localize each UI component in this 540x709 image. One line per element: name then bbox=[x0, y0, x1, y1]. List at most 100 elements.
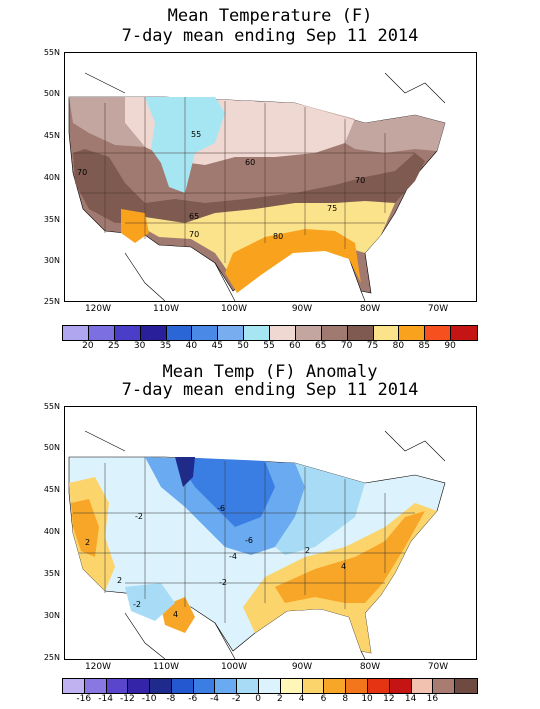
colorbar-tick-label: -4 bbox=[210, 694, 219, 704]
top-title-line1: Mean Temperature (F) bbox=[167, 6, 373, 26]
bottom-title-line1: Mean Temp (F) Anomaly bbox=[162, 362, 378, 382]
temp-80-85-desert bbox=[121, 209, 149, 243]
contour-label: -2 bbox=[219, 578, 227, 587]
top-lat-label: 50N bbox=[43, 89, 60, 98]
state-boundaries bbox=[73, 457, 415, 623]
coastlines bbox=[84, 72, 446, 301]
colorbar-swatch bbox=[63, 679, 85, 693]
colorbar-swatch bbox=[321, 326, 348, 340]
anomaly-cool-rim bbox=[275, 463, 365, 555]
contour-label: 70 bbox=[189, 230, 199, 239]
colorbar-swatch bbox=[425, 326, 452, 340]
colorbar-tick-label: 75 bbox=[366, 341, 379, 351]
colorbar-swatch bbox=[367, 679, 390, 693]
contour-label: 55 bbox=[191, 130, 201, 139]
contour-label: 60 bbox=[245, 158, 255, 167]
mean-temperature-map: 55 60 65 70 70 75 80 70 bbox=[64, 52, 477, 302]
colorbar-swatch bbox=[433, 679, 456, 693]
colorbar-tick-label: -14 bbox=[98, 694, 113, 704]
bottom-lat-label: 55N bbox=[43, 402, 60, 411]
contour-label: 80 bbox=[273, 232, 283, 241]
colorbar-swatch bbox=[302, 679, 325, 693]
top-title-line2: 7-day mean ending Sep 11 2014 bbox=[121, 26, 419, 46]
mean-temperature-map-svg: 55 60 65 70 70 75 80 70 bbox=[68, 72, 446, 301]
contour-label: 2 bbox=[85, 538, 90, 547]
contour-label: 2 bbox=[305, 546, 310, 555]
colorbar-swatch bbox=[128, 679, 151, 693]
contour-label: 4 bbox=[173, 610, 178, 619]
coastlines bbox=[84, 430, 446, 659]
top-lon-label: 80W bbox=[359, 304, 381, 314]
colorbar-swatch bbox=[270, 326, 296, 340]
colorbar-swatch bbox=[399, 326, 426, 340]
colorbar-tick-label: -6 bbox=[188, 694, 198, 704]
mean-temperature-panel: Mean Temperature (F) 7-day mean ending S… bbox=[43, 6, 478, 351]
colorbar-swatch bbox=[259, 679, 281, 693]
colorbar-tick-label: 20 bbox=[82, 341, 94, 351]
bottom-title-line2: 7-day mean ending Sep 11 2014 bbox=[121, 380, 419, 400]
contour-label: 70 bbox=[77, 168, 87, 177]
colorbar-swatch bbox=[150, 679, 172, 693]
anomaly-cool-southwest bbox=[125, 583, 175, 621]
colorbar-swatch bbox=[411, 679, 434, 693]
colorbar-swatch bbox=[215, 679, 238, 693]
bottom-colorbar-labels: -16 -14 -12 -10 -8 -6 -4 -2 0 2 4 6 8 10 12 14 16 bbox=[62, 694, 478, 706]
top-colorbar bbox=[62, 325, 478, 341]
colorbar-swatch bbox=[346, 679, 368, 693]
bottom-lat-label: 45N bbox=[43, 485, 60, 494]
colorbar-tick-label: 50 bbox=[237, 341, 249, 351]
contour-label: 75 bbox=[327, 204, 337, 213]
contour-label: 70 bbox=[355, 176, 365, 185]
anomaly-warm-west-core bbox=[71, 499, 99, 557]
colorbar-swatch bbox=[237, 679, 260, 693]
top-lon-label: 110W bbox=[152, 304, 180, 314]
colorbar-tick-label: -12 bbox=[120, 694, 135, 704]
colorbar-tick-label: 12 bbox=[383, 694, 395, 704]
colorbar-tick-label: 0 bbox=[255, 694, 261, 704]
contour-label: 2 bbox=[117, 576, 122, 585]
colorbar-swatch bbox=[295, 326, 322, 340]
colorbar-swatch bbox=[193, 679, 216, 693]
contour-label: -6 bbox=[245, 536, 253, 545]
colorbar-swatch bbox=[166, 326, 193, 340]
colorbar-tick-label: 4 bbox=[298, 694, 305, 704]
contour-label: -6 bbox=[217, 504, 225, 513]
contour-label: -2 bbox=[133, 600, 141, 609]
colorbar-tick-label: 2 bbox=[277, 694, 283, 704]
colorbar-tick-label: 45 bbox=[211, 341, 223, 351]
bottom-lat-label: 25N bbox=[43, 653, 60, 662]
colorbar-swatch bbox=[192, 326, 219, 340]
colorbar-tick-label: 8 bbox=[342, 694, 349, 704]
bottom-lat-label: 50N bbox=[43, 443, 60, 452]
colorbar-swatch bbox=[140, 326, 167, 340]
top-lat-label: 35N bbox=[43, 215, 60, 224]
top-lat-label: 55N bbox=[43, 48, 60, 57]
colorbar-tick-label: 85 bbox=[418, 341, 430, 351]
colorbar-tick-label: 14 bbox=[404, 694, 417, 704]
top-lat-label: 25N bbox=[43, 297, 60, 306]
colorbar-tick-label: 70 bbox=[340, 341, 353, 351]
colorbar-tick-label: 35 bbox=[159, 341, 172, 351]
colorbar-tick-label: 60 bbox=[289, 341, 301, 351]
colorbar-swatch bbox=[114, 326, 141, 340]
bottom-lon-label: 100W bbox=[220, 662, 248, 672]
colorbar-swatch bbox=[84, 679, 107, 693]
temperature-anomaly-panel: Mean Temp (F) Anomaly 7-day mean ending … bbox=[0, 356, 540, 709]
top-lon-label: 90W bbox=[291, 304, 313, 314]
bottom-colorbar bbox=[62, 678, 478, 694]
contour-label: -2 bbox=[135, 512, 143, 521]
colorbar-tick-label: 10 bbox=[361, 694, 373, 704]
colorbar-swatch bbox=[451, 326, 477, 340]
colorbar-tick-label: 90 bbox=[444, 341, 456, 351]
temp-80-85-gulf bbox=[225, 229, 361, 293]
temp-65-70-band-east bbox=[295, 103, 445, 153]
colorbar-tick-label: -8 bbox=[166, 694, 176, 704]
colorbar-tick-label: -2 bbox=[231, 694, 241, 704]
contour-labels: 55 60 65 70 70 75 80 70 bbox=[77, 130, 365, 241]
colorbar-swatch bbox=[244, 326, 270, 340]
colorbar-swatch bbox=[347, 326, 374, 340]
contour-labels: -6 -6 -4 -2 -2 2 4 2 4 -2 2 bbox=[85, 504, 346, 619]
colorbar-swatch bbox=[389, 679, 412, 693]
top-lon-label: 100W bbox=[220, 304, 248, 314]
bottom-lon-label: 90W bbox=[291, 662, 313, 672]
